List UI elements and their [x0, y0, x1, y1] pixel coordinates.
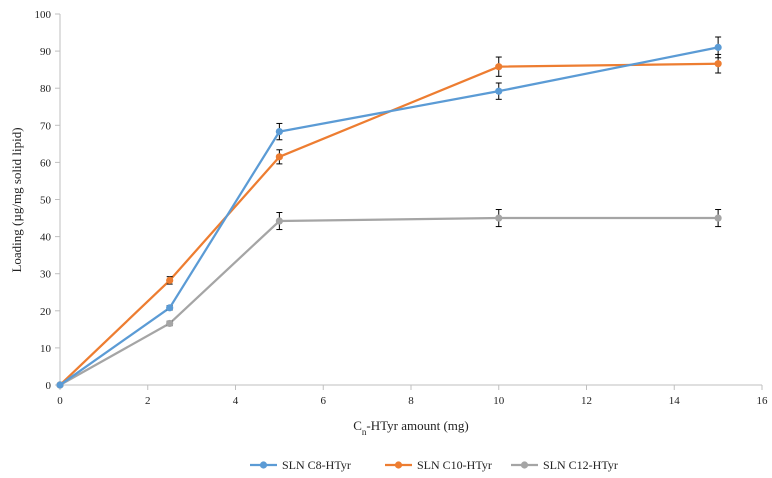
series-line: [59, 46, 719, 386]
data-point: [714, 60, 722, 68]
data-point: [275, 128, 283, 136]
legend-label: SLN C12-HTyr: [543, 458, 618, 472]
y-tick-label: 0: [46, 380, 52, 392]
data-point: [495, 63, 503, 71]
data-point: [166, 304, 174, 312]
data-point: [714, 43, 722, 51]
x-tick-label: 14: [669, 395, 681, 407]
y-tick-label: 80: [40, 83, 52, 95]
data-point: [56, 381, 64, 389]
y-tick-label: 70: [40, 120, 52, 132]
x-tick-label: 2: [145, 395, 151, 407]
data-point: [714, 214, 722, 222]
series-sln-c10-htyr: [56, 53, 722, 389]
y-tick-label: 10: [40, 343, 52, 355]
legend-item: SLN C8-HTyr: [250, 458, 351, 472]
x-ticks: 0 2 4 6 8 10 12 14 16: [57, 385, 768, 407]
legend: SLN C8-HTyr SLN C10-HTyr SLN C12-HTyr: [250, 458, 618, 472]
legend-label: SLN C10-HTyr: [417, 458, 492, 472]
x-axis-title-main: C: [353, 418, 362, 433]
data-point: [495, 87, 503, 95]
series-layer: [56, 36, 722, 389]
series-sln-c12-htyr: [56, 209, 722, 389]
x-tick-label: 4: [233, 395, 239, 407]
series-sln-c8-htyr: [56, 36, 722, 389]
x-tick-label: 10: [493, 395, 505, 407]
x-axis-title-subscript: n: [362, 427, 367, 437]
y-tick-label: 60: [40, 157, 52, 169]
legend-item: SLN C12-HTyr: [511, 458, 618, 472]
y-ticks: 0 10 20 30 40 50 60 70 80 90 100: [35, 9, 60, 392]
legend-item: SLN C10-HTyr: [385, 458, 492, 472]
x-tick-label: 6: [321, 395, 327, 407]
y-tick-label: 90: [40, 46, 52, 58]
legend-swatch-marker: [259, 461, 268, 469]
y-tick-label: 30: [40, 269, 52, 281]
x-axis-title-rest: -HTyr amount (mg): [366, 418, 468, 433]
x-tick-label: 12: [581, 395, 592, 407]
data-point: [495, 214, 503, 222]
y-tick-label: 40: [40, 232, 52, 244]
legend-swatch-marker: [520, 461, 529, 469]
data-point: [166, 276, 174, 284]
axes: [59, 14, 762, 386]
x-tick-label: 16: [757, 395, 769, 407]
legend-swatch-marker: [394, 461, 403, 469]
y-axis-title: Loading (µg/mg solid lipid): [9, 127, 24, 272]
data-point: [275, 217, 283, 225]
x-axis-title: Cn-HTyr amount (mg): [353, 418, 469, 437]
y-tick-label: 20: [40, 306, 52, 318]
y-tick-label: 100: [35, 9, 52, 21]
data-point: [166, 319, 174, 328]
legend-label: SLN C8-HTyr: [282, 458, 351, 472]
x-tick-label: 0: [57, 395, 63, 407]
x-tick-label: 8: [408, 395, 414, 407]
data-point: [275, 153, 283, 161]
series-line: [59, 216, 719, 386]
y-tick-label: 50: [40, 195, 52, 207]
